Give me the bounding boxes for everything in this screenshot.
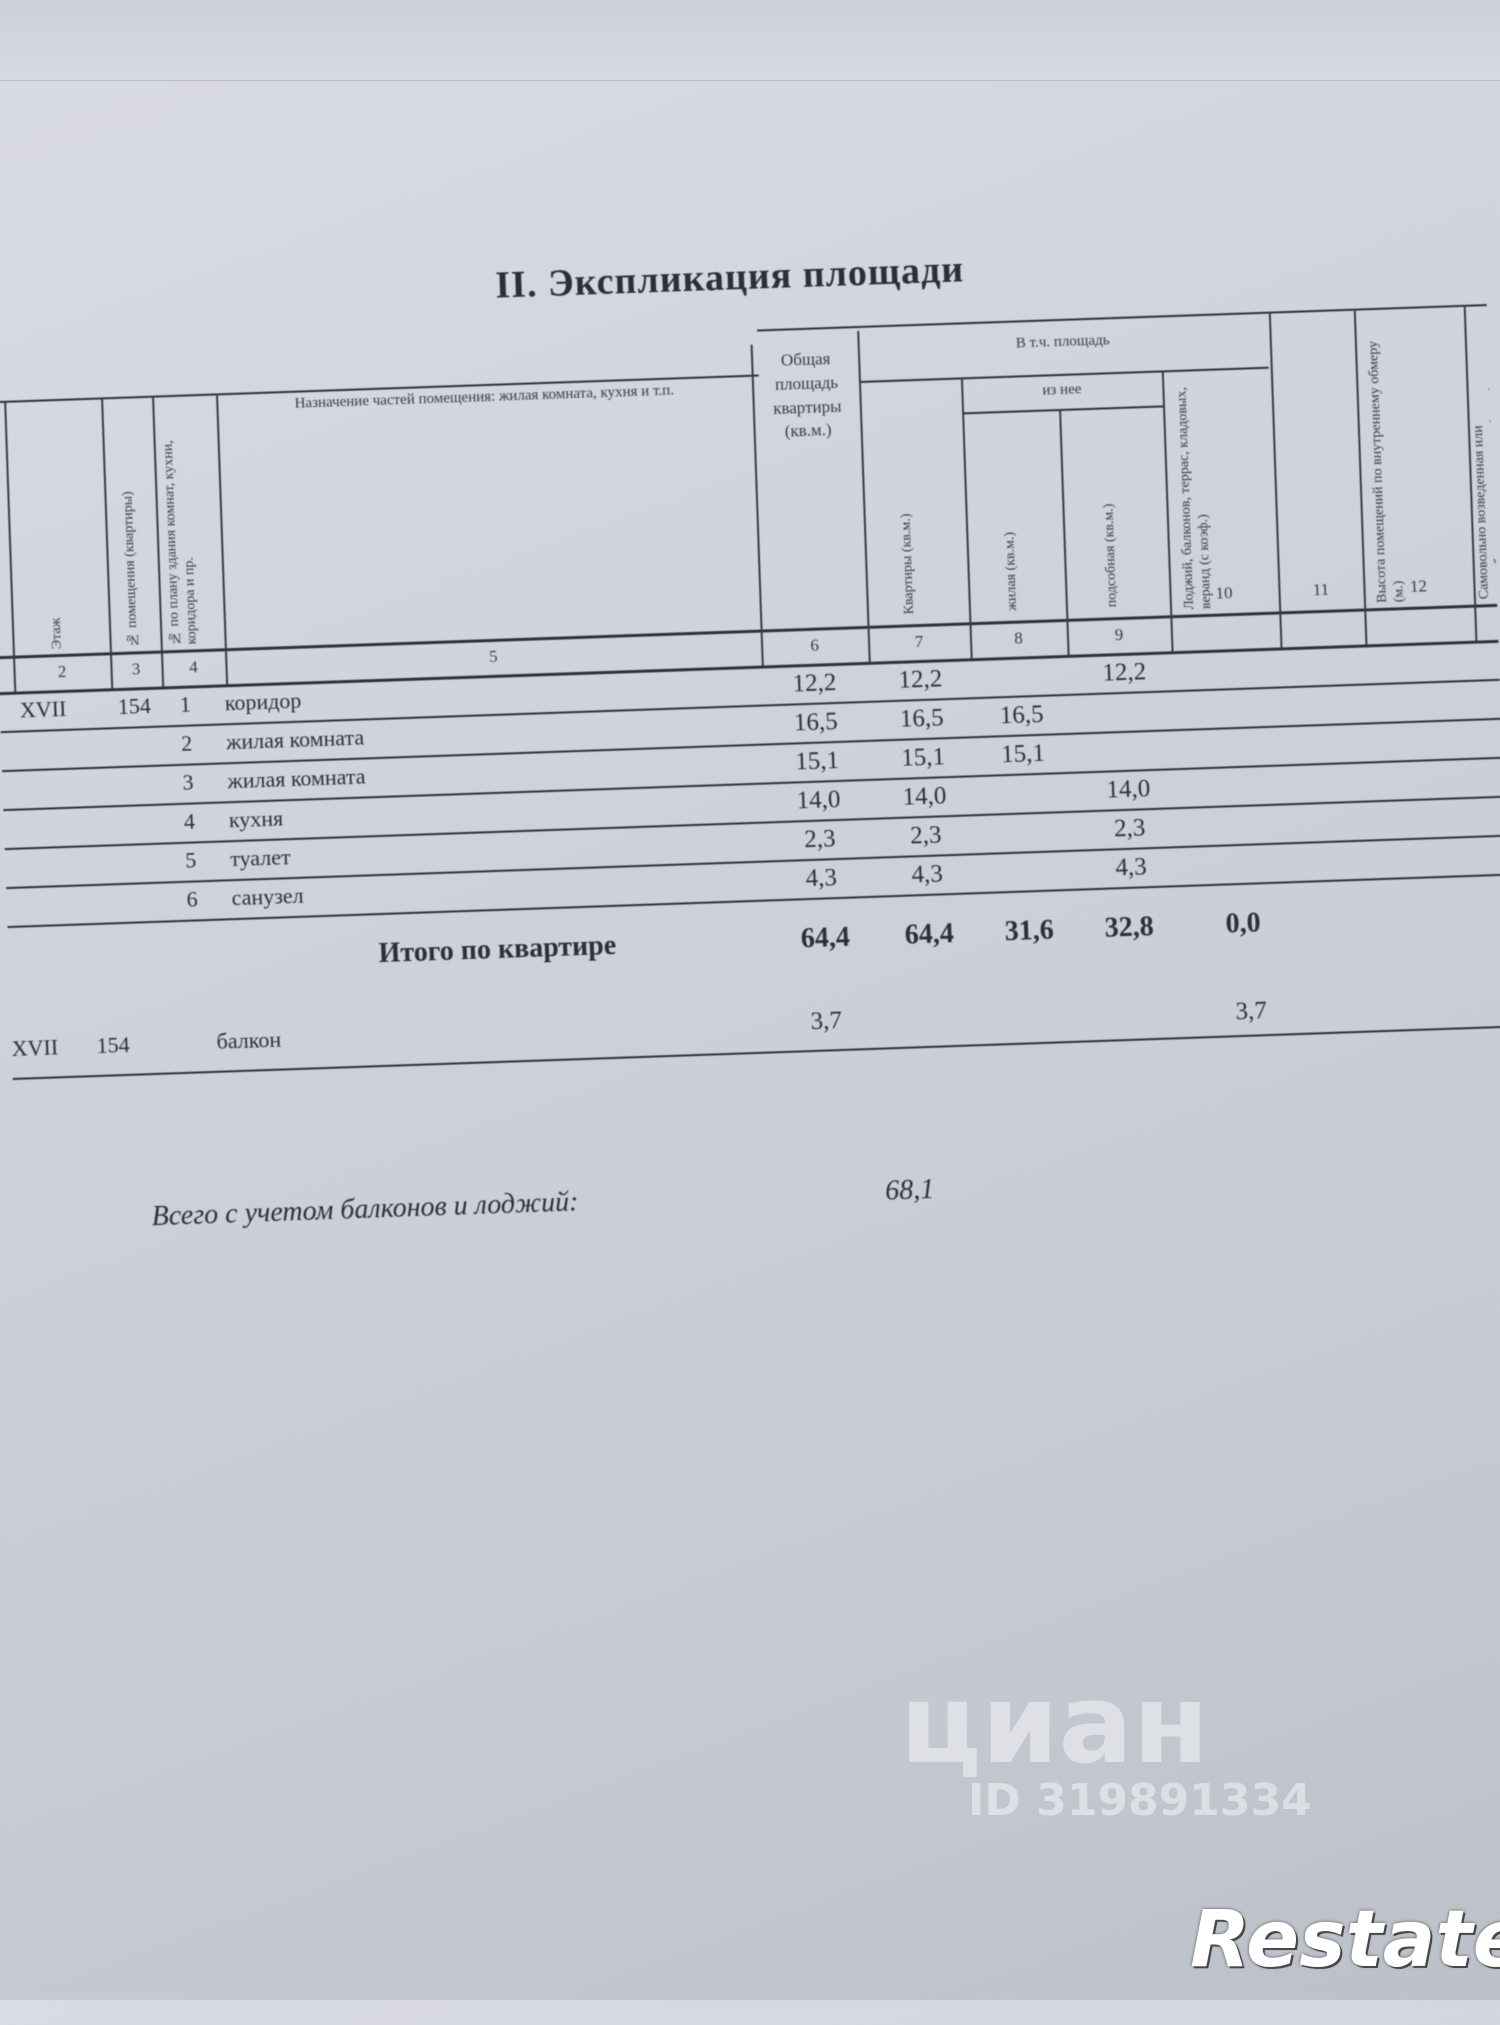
row-living: 16,5 (999, 700, 1045, 730)
col-line (960, 377, 973, 659)
row-no: 3 (182, 769, 194, 795)
column-number: 7 (914, 631, 924, 652)
header-floor: Этаж (48, 617, 65, 650)
grand-total-label: Всего с учетом балконов и лоджий: (151, 1186, 579, 1233)
column-number: 8 (1013, 628, 1024, 648)
total-loggias-value: 0,0 (1225, 907, 1262, 940)
row-total: 16,5 (793, 707, 839, 737)
col-line (101, 397, 114, 689)
row-total: 4,3 (805, 864, 838, 893)
balcony-name: балкон (216, 1026, 282, 1054)
header-plan-no: № по плану здания комнат, кухни, коридор… (160, 439, 200, 646)
column-number: 12 (1409, 576, 1428, 596)
row-name: туалет (229, 844, 291, 872)
row-apartment: 12,2 (898, 665, 943, 694)
row-apartment: 16,5 (899, 704, 945, 733)
col-line (215, 393, 229, 685)
row-apartment: 4,3 (911, 860, 944, 889)
row-name: кухня (228, 805, 284, 833)
row-no: 1 (179, 691, 192, 717)
row-no: 5 (184, 847, 197, 873)
paper-edge (0, 0, 1500, 81)
row-aux: 12,2 (1101, 658, 1147, 687)
row-living (980, 817, 1070, 820)
total-living-value: 31,6 (1004, 914, 1055, 948)
row-living (982, 856, 1072, 859)
column-number: 10 (1215, 583, 1233, 603)
row-aux: 4,3 (1114, 853, 1148, 882)
total-apartment-value: 64,4 (904, 918, 955, 951)
row-apartment: 14,0 (902, 782, 947, 811)
header-group-incl: В т.ч. площадь (1015, 332, 1110, 352)
row-apartment: 15,1 (900, 743, 946, 772)
header-living: жилая (кв.м.) (1002, 531, 1021, 612)
total-area-value: 64,4 (800, 921, 851, 955)
column-number: 3 (131, 659, 141, 679)
restate-logo: Restate (1190, 1895, 1500, 1985)
watermark-id: ID 319891334 (968, 1775, 1312, 1826)
row-living (975, 661, 1065, 664)
column-number: 6 (810, 635, 820, 655)
header-apt-no: № помещения (квартиры) (120, 490, 141, 647)
row-aux (1080, 696, 1170, 699)
row-total: 12,2 (792, 668, 837, 698)
header-auxiliary: подсобная (кв.м.) (1101, 503, 1120, 608)
row-no: 2 (180, 730, 193, 756)
column-number: 4 (188, 657, 199, 677)
row-name: санузел (231, 882, 304, 911)
row-apartment: 2,3 (909, 821, 942, 850)
row-no: 4 (183, 808, 196, 834)
row-floor: XVII (19, 695, 67, 723)
grand-total-value: 68,1 (884, 1173, 935, 1207)
watermark-brand: циан (900, 1660, 1209, 1788)
total-label: Итого по квартире (378, 929, 617, 970)
logo-text: Restate (1190, 1895, 1500, 1985)
row-name: жилая комната (225, 724, 365, 755)
row-total: 14,0 (796, 785, 841, 815)
header-apartment: Квартиры (кв.м.) (898, 513, 918, 615)
balcony-total: 3,7 (810, 1006, 843, 1036)
row-apt: 154 (117, 692, 152, 720)
row-aux (1082, 735, 1172, 738)
row-no: 6 (186, 886, 199, 912)
subgroup-divider (962, 405, 1164, 415)
balcony-floor: XVII (11, 1034, 59, 1061)
column-number: 11 (1312, 579, 1330, 600)
row-name: жилая комната (227, 763, 366, 794)
col-line (1161, 370, 1174, 652)
total-aux-value: 32,8 (1104, 911, 1155, 944)
row-total: 15,1 (794, 746, 840, 776)
row-aux: 2,3 (1113, 814, 1146, 843)
row-total: 2,3 (803, 825, 836, 854)
header-loggias: Лоджий, балконов, террас, кладовых, вера… (1174, 386, 1214, 610)
row-name: коридор (224, 687, 302, 716)
header-total-area: Общая площадь квартиры (кв.м.) (772, 348, 842, 442)
col-line (4, 400, 17, 692)
row-living: 15,1 (1000, 739, 1046, 769)
header-height: Высота помещений по внутреннему обмеру (… (1365, 340, 1407, 604)
row-living (979, 778, 1069, 781)
column-number: 9 (1114, 624, 1124, 645)
document-title: II. Экспликация площади (494, 248, 965, 307)
header-of-which: из нее (1042, 381, 1082, 399)
balcony-apt: 154 (96, 1031, 131, 1059)
row-aux: 14,0 (1106, 775, 1151, 804)
balcony-loggias: 3,7 (1235, 997, 1268, 1026)
column-number: 2 (57, 661, 67, 682)
